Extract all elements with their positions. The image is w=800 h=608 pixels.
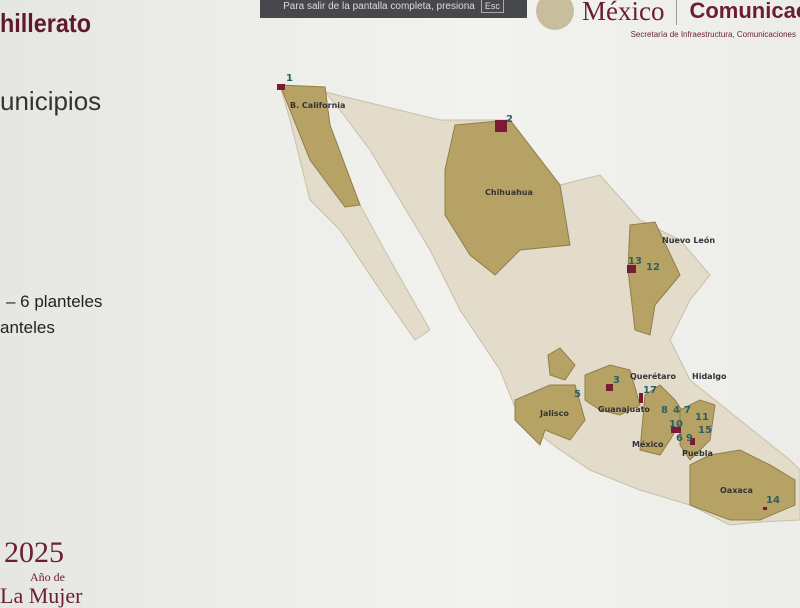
marker xyxy=(606,384,613,391)
state-baja-california xyxy=(279,84,361,208)
state-chihuahua xyxy=(444,119,571,276)
state-oaxaca xyxy=(689,449,796,521)
state-label: Querétaro xyxy=(630,371,676,381)
marker-label: 17 xyxy=(643,385,657,396)
marker-label: 13 xyxy=(628,256,642,267)
slide-subtitle: unicipios xyxy=(0,86,102,116)
gov-name: México xyxy=(582,0,665,26)
state-label: Guanajuato xyxy=(598,405,650,414)
marker-label: 3 xyxy=(613,375,620,386)
marker xyxy=(277,84,285,90)
marker-label: 4 xyxy=(673,405,680,416)
state-puebla xyxy=(679,399,716,461)
comm-sub: Secretaría de Infraestructura, Comunicac… xyxy=(630,30,796,39)
state-zacatecas-area xyxy=(547,347,576,381)
seal-icon xyxy=(536,0,574,30)
highlighted-states xyxy=(279,84,796,521)
fullscreen-toast: Para salir de la pantalla completa, pres… xyxy=(260,0,527,18)
state-label: Puebla xyxy=(682,449,713,458)
comm-name: Comunicac xyxy=(689,0,800,23)
toast-text: Para salir de la pantalla completa, pres… xyxy=(283,0,475,12)
slide-title: hillerato xyxy=(0,8,92,38)
marker xyxy=(671,427,681,433)
year-logo-line2: Año de xyxy=(30,570,65,584)
state-label: Jalisco xyxy=(539,409,569,418)
marker-label: 15 xyxy=(698,425,712,436)
marker-label: 9 xyxy=(686,433,693,444)
marker xyxy=(763,507,767,510)
year-logo-line3: La Mujer xyxy=(0,583,83,608)
state-label: Oaxaca xyxy=(720,486,753,495)
marker-label: 8 xyxy=(661,405,668,416)
marker-label: 10 xyxy=(669,419,683,430)
marker-label: 5 xyxy=(574,389,581,400)
marker xyxy=(690,438,695,445)
marker-label: 1 xyxy=(286,73,293,84)
markers xyxy=(277,84,767,510)
marker xyxy=(495,120,507,132)
state-label: Chihuahua xyxy=(485,188,533,197)
state-label: Hidalgo xyxy=(692,372,727,381)
marker-label: 6 xyxy=(676,433,683,444)
state-label: México xyxy=(632,439,664,449)
state-jalisco xyxy=(514,384,586,446)
year-logo: 2025 xyxy=(4,536,64,569)
marker-label: 12 xyxy=(646,262,660,273)
marker xyxy=(639,393,643,403)
marker-label: 14 xyxy=(766,495,780,506)
legend-item: anteles xyxy=(0,318,55,337)
government-logo: México Comunicac xyxy=(536,0,800,30)
esc-key: Esc xyxy=(480,0,504,13)
state-label: Nuevo León xyxy=(662,235,715,245)
marker-label: 7 xyxy=(684,405,691,416)
marker xyxy=(627,265,636,273)
state-label: B. California xyxy=(290,101,345,110)
legend-item: – 6 planteles xyxy=(6,292,103,311)
marker-label: 11 xyxy=(695,412,709,423)
state-nuevo-leon xyxy=(627,221,681,336)
marker-label: 2 xyxy=(506,114,513,125)
